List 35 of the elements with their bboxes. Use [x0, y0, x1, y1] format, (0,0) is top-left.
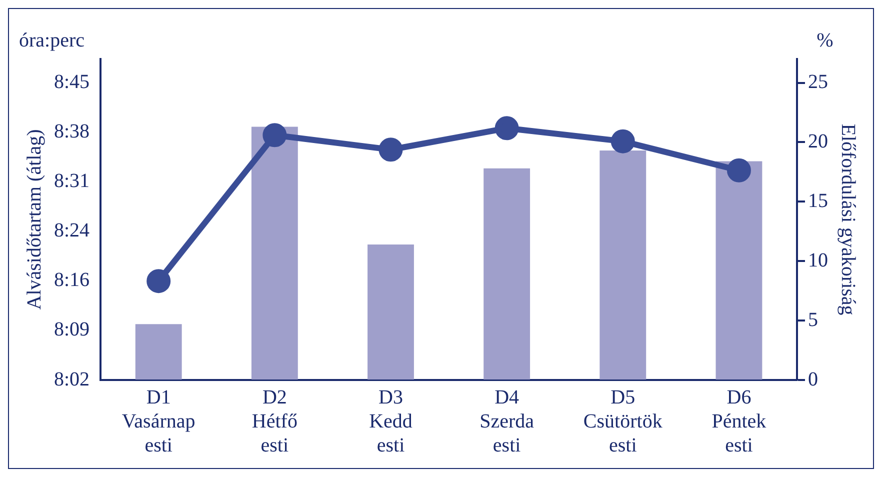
bar	[484, 168, 530, 380]
x-tick-label: D6 Péntek esti	[712, 386, 766, 456]
y-axis-title: Alvásidőtartam (átlag)	[23, 129, 46, 310]
x-tick-label: D3 Kedd esti	[369, 386, 412, 456]
y-tick-label: 8:02	[54, 368, 90, 390]
y2-tick-label: 20	[808, 130, 828, 152]
x-tick-label: D5 Csütörtök esti	[583, 386, 662, 456]
bar	[251, 126, 298, 380]
point	[610, 129, 635, 154]
y2-tick-label: 25	[808, 71, 828, 94]
text: óra:perc	[19, 29, 85, 52]
bar	[600, 150, 646, 380]
point	[146, 269, 171, 294]
y2-axis-title: Előfordulási gyakoriság	[836, 124, 859, 316]
y2-tick-label: 0	[808, 368, 818, 390]
y2-tick-label: 10	[808, 249, 828, 272]
bar	[135, 324, 182, 380]
bar	[368, 244, 414, 380]
x-tick-label: D1 Vasárnap esti	[122, 386, 196, 456]
y-tick-label: 8:09	[54, 318, 90, 341]
x-tick-label: D2 Hétfő esti	[252, 386, 298, 456]
y2-tick-label: 15	[808, 190, 828, 212]
y-tick-label: 8:38	[54, 120, 90, 142]
point	[726, 158, 751, 182]
text: %	[816, 29, 834, 52]
y-tick-label: 8:31	[54, 170, 90, 192]
point	[494, 116, 519, 140]
y-tick-label: 8:24	[54, 220, 90, 242]
y2-tick-label: 5	[808, 308, 818, 331]
bar	[716, 161, 762, 380]
y-tick-label: 8:16	[54, 269, 90, 292]
y-tick-label: 8:45	[54, 70, 90, 93]
point	[378, 138, 403, 162]
x-tick-label: D4 Szerda esti	[480, 386, 534, 456]
point	[262, 123, 287, 148]
